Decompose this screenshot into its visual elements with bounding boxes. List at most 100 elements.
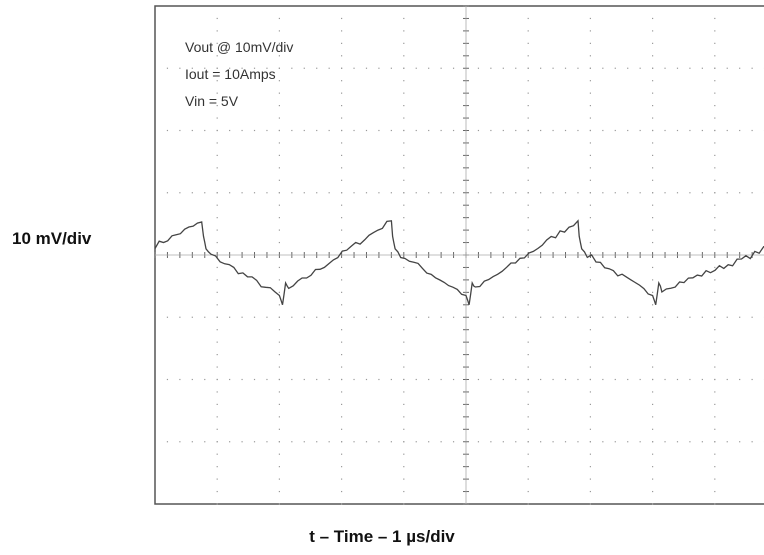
- grid-dot: [527, 142, 529, 144]
- grid-dot: [403, 142, 405, 144]
- grid-dot: [403, 366, 405, 368]
- grid-dot: [415, 378, 417, 381]
- grid-dot: [291, 67, 293, 69]
- grid-dot: [589, 428, 591, 430]
- grid-dot: [229, 192, 231, 194]
- grid-dot: [726, 129, 728, 132]
- grid-dot: [589, 204, 591, 206]
- grid-dot: [714, 167, 716, 169]
- grid-dot: [490, 316, 492, 318]
- grid-dot: [378, 316, 380, 318]
- grid-dot: [353, 67, 355, 69]
- grid-dot: [253, 67, 256, 69]
- grid-dot: [216, 105, 218, 107]
- grid-dot: [341, 466, 343, 468]
- grid-dot: [278, 129, 280, 132]
- grid-dot: [353, 192, 355, 194]
- grid-dot: [216, 490, 218, 493]
- grid-dot: [278, 403, 280, 405]
- grid-dot: [527, 279, 529, 281]
- grid-dot: [440, 192, 442, 194]
- grid-dot: [278, 378, 280, 381]
- grid-dot: [589, 217, 591, 219]
- grid-dot: [652, 503, 654, 505]
- grid-dot: [552, 67, 554, 69]
- grid-dot: [564, 316, 567, 318]
- grid-dot: [552, 441, 554, 443]
- grid-dot: [341, 92, 343, 94]
- grid-dot: [390, 129, 392, 132]
- grid-dot: [403, 378, 405, 381]
- grid-dot: [204, 129, 206, 132]
- grid-dot: [652, 105, 654, 107]
- grid-dot: [229, 441, 231, 443]
- grid-dot: [739, 378, 741, 381]
- grid-dot: [191, 378, 193, 381]
- grid-dot: [714, 403, 716, 405]
- grid-dot: [527, 17, 529, 20]
- grid-dot: [540, 441, 542, 443]
- grid-dot: [602, 192, 604, 194]
- grid-dot: [490, 192, 492, 194]
- center-axis-ticks: [154, 5, 764, 505]
- grid-dot: [303, 378, 305, 381]
- grid-dot: [652, 129, 654, 132]
- grid-dot: [589, 179, 591, 181]
- grid-dot: [341, 366, 343, 368]
- grid-dot: [403, 329, 405, 331]
- grid-dot: [452, 67, 455, 69]
- grid-dot: [527, 503, 529, 505]
- grid-dot: [652, 55, 654, 57]
- grid-dot: [440, 441, 442, 443]
- grid-dot: [652, 142, 654, 144]
- grid-dot: [415, 316, 417, 318]
- grid-dot: [278, 204, 280, 206]
- grid-dot: [527, 105, 529, 107]
- grid-dot: [564, 441, 567, 443]
- grid-dot: [714, 478, 716, 480]
- grid-dot: [627, 129, 629, 132]
- grid-dot: [229, 129, 231, 132]
- grid-dot: [714, 329, 716, 331]
- grid-dot: [428, 129, 430, 132]
- grid-dot: [527, 42, 529, 44]
- grid-dot: [627, 316, 629, 318]
- grid-dot: [589, 67, 591, 69]
- grid-dot: [341, 354, 343, 356]
- grid-dot: [577, 192, 579, 194]
- grid-dot: [714, 154, 716, 156]
- grid-dot: [714, 341, 716, 343]
- grid-dot: [527, 204, 529, 206]
- grid-dot: [341, 117, 343, 119]
- grid-dot: [614, 129, 616, 132]
- grid-dot: [403, 117, 405, 119]
- grid-dot: [341, 316, 343, 318]
- grid-dot: [341, 503, 343, 505]
- grid-dot: [316, 67, 318, 69]
- grid-dot: [179, 129, 181, 132]
- grid-dot: [589, 167, 591, 169]
- grid-dot: [378, 192, 380, 194]
- grid-dot: [652, 403, 654, 405]
- grid-dot: [216, 453, 218, 455]
- grid-dot: [341, 441, 343, 443]
- grid-dot: [316, 192, 318, 194]
- grid-dot: [564, 378, 567, 381]
- grid-dot: [589, 316, 591, 318]
- grid-dot: [403, 192, 405, 194]
- grid-dot: [390, 67, 392, 69]
- grid-dot: [253, 129, 256, 132]
- grid-dot: [440, 129, 442, 132]
- grid-dot: [365, 316, 368, 318]
- grid-dot: [341, 478, 343, 480]
- grid-dot: [179, 67, 181, 69]
- grid-dot: [291, 441, 293, 443]
- grid-dot: [216, 92, 218, 94]
- grid-dot: [278, 478, 280, 480]
- grid-dot: [602, 67, 604, 69]
- grid-dot: [589, 329, 591, 331]
- grid-dot: [676, 192, 679, 194]
- grid-dot: [341, 55, 343, 57]
- grid-dot: [216, 366, 218, 368]
